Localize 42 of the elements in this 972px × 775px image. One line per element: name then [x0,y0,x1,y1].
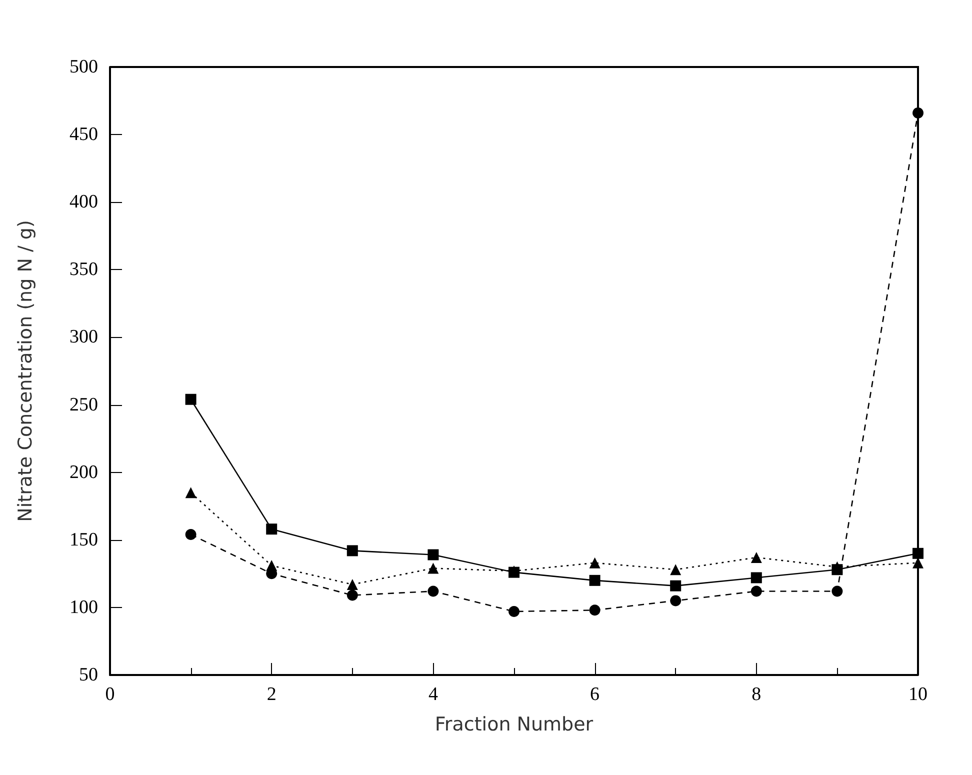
point [185,394,196,405]
y-tick-label: 150 [70,529,98,550]
y-tick-label: 300 [70,326,98,348]
point [428,562,439,574]
point [670,580,682,592]
point [185,528,196,540]
point [346,590,358,601]
point [185,487,196,498]
point [428,549,439,560]
x-axis-title: Fraction Number [434,714,594,736]
point [508,606,520,617]
y-tick-label: 50 [79,664,98,686]
y-tick-label: 500 [70,56,98,78]
point [912,107,924,118]
point [346,578,358,590]
y-tick-label: 200 [70,462,98,483]
x-tick-label: 2 [266,684,276,705]
x-tick-label: 4 [428,684,438,705]
point [670,564,682,576]
point [912,548,924,559]
point [832,586,843,597]
point [589,574,600,586]
point [670,595,682,606]
point [832,561,843,572]
point [346,545,358,556]
point [750,586,762,597]
x-tick-label: 8 [752,684,762,705]
y-tick-label: 100 [70,596,98,618]
y-axis-title: Nitrate Concentration (ng N / g) [14,220,36,522]
point [428,586,439,597]
y-tick-label: 400 [70,192,98,213]
x-tick-label: 6 [590,684,600,705]
y-tick-label: 450 [70,124,98,146]
point [266,524,278,535]
y-tick-label: 250 [70,394,98,416]
x-tick-label: 10 [908,684,928,705]
point [750,572,762,584]
point [589,557,600,568]
x-tick-label: 0 [105,684,115,705]
point [750,552,762,563]
y-tick-label: 350 [70,259,98,280]
point [589,604,600,616]
